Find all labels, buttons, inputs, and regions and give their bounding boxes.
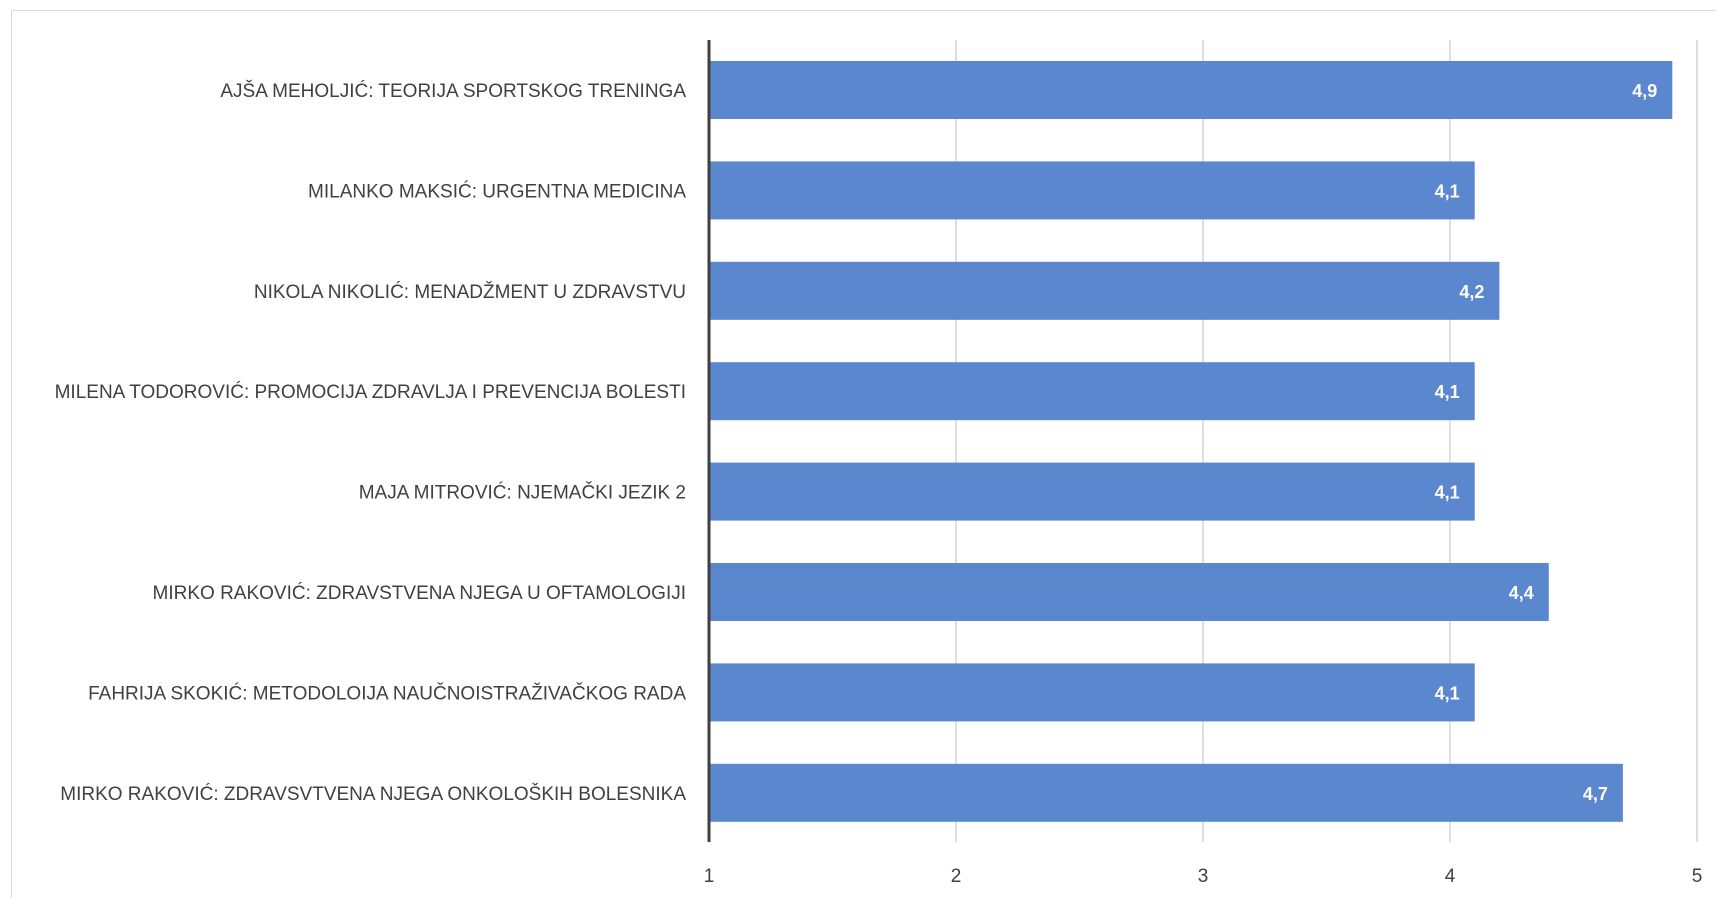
data-label: 4,1 [1435, 483, 1460, 503]
bar [709, 663, 1475, 722]
gridlines [955, 40, 1698, 842]
bar [709, 161, 1475, 220]
category-label: MIRKO RAKOVIĆ: ZDRAVSVTVENA NJEGA ONKOLO… [60, 783, 686, 805]
category-label: MILANKO MAKSIĆ: URGENTNA MEDICINA [308, 180, 686, 202]
category-label: MILENA TODOROVIĆ: PROMOCIJA ZDRAVLJA I P… [55, 381, 686, 403]
x-tick-label: 5 [1692, 866, 1703, 887]
data-labels: 4,9 4,1 4,2 4,1 4,1 4,4 4,1 4,7 [1435, 81, 1658, 804]
x-tick-labels: 1 2 3 4 5 [704, 866, 1703, 887]
data-label: 4,9 [1632, 81, 1657, 101]
bars [709, 61, 1673, 822]
bar [709, 563, 1549, 621]
bar [709, 362, 1475, 421]
data-label: 4,1 [1435, 181, 1460, 201]
bar [709, 462, 1475, 521]
x-tick-label: 4 [1445, 866, 1456, 887]
data-label: 4,2 [1459, 282, 1484, 302]
bar [709, 261, 1500, 320]
x-tick-label: 3 [1198, 866, 1209, 887]
bar [709, 61, 1673, 119]
data-label: 4,1 [1435, 382, 1460, 402]
category-label: FAHRIJA SKOKIĆ: METODOLOIJA NAUČNOISTRAŽ… [88, 682, 686, 704]
data-label: 4,7 [1583, 784, 1608, 804]
x-tick-label: 2 [951, 866, 962, 887]
category-label: AJŠA MEHOLJIĆ: TEORIJA SPORTSKOG TRENING… [220, 80, 686, 102]
category-labels: AJŠA MEHOLJIĆ: TEORIJA SPORTSKOG TRENING… [55, 80, 687, 805]
category-label: NIKOLA NIKOLIĆ: MENADŽMENT U ZDRAVSTVU [254, 281, 686, 303]
bar [709, 763, 1623, 822]
category-label: MIRKO RAKOVIĆ: ZDRAVSTVENA NJEGA U OFTAM… [153, 582, 686, 604]
x-tick-label: 1 [704, 866, 715, 887]
data-label: 4,4 [1509, 583, 1534, 603]
data-label: 4,1 [1435, 683, 1460, 703]
category-label: MAJA MITROVIĆ: NJEMAČKI JEZIK 2 [359, 482, 686, 504]
chart-frame [11, 10, 1716, 898]
